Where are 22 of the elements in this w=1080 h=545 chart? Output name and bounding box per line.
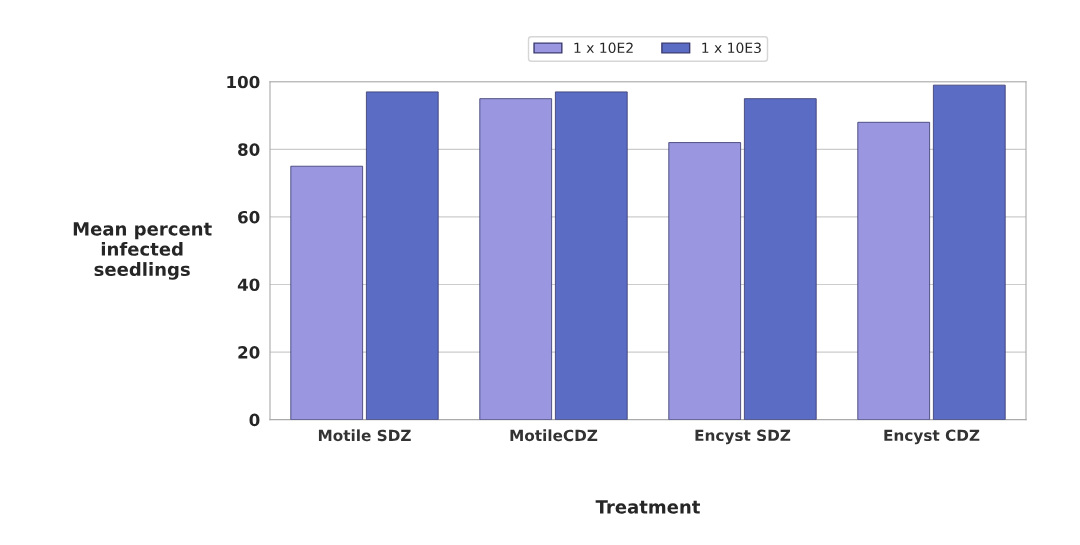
y-tick-label: 0 xyxy=(249,413,260,427)
y-tick-label: 100 xyxy=(227,75,260,89)
bar xyxy=(554,91,628,420)
y-tick-label: 60 xyxy=(238,210,260,224)
bar xyxy=(365,91,439,420)
x-axis-title: Treatment xyxy=(595,500,701,514)
legend-label: 1 x 10E3 xyxy=(702,42,761,54)
bar xyxy=(743,98,817,420)
y-tick-label: 40 xyxy=(237,278,260,292)
bar xyxy=(668,142,742,420)
x-tick-label: Encyst CDZ xyxy=(884,429,980,445)
x-tick-label: Encyst SDZ xyxy=(695,429,791,445)
y-tick-label: 20 xyxy=(238,346,260,359)
y-tick-label: 80 xyxy=(238,143,260,156)
bar xyxy=(932,84,1006,420)
x-tick-label: MotileCDZ xyxy=(510,429,598,442)
bar xyxy=(479,98,553,420)
y-axis-title: Mean percent infected seedlings xyxy=(73,222,212,280)
bar xyxy=(290,165,364,420)
bar xyxy=(857,121,931,420)
legend-label: 1 x 10E2 xyxy=(574,42,633,54)
x-tick-label: Motile SDZ xyxy=(318,429,411,442)
